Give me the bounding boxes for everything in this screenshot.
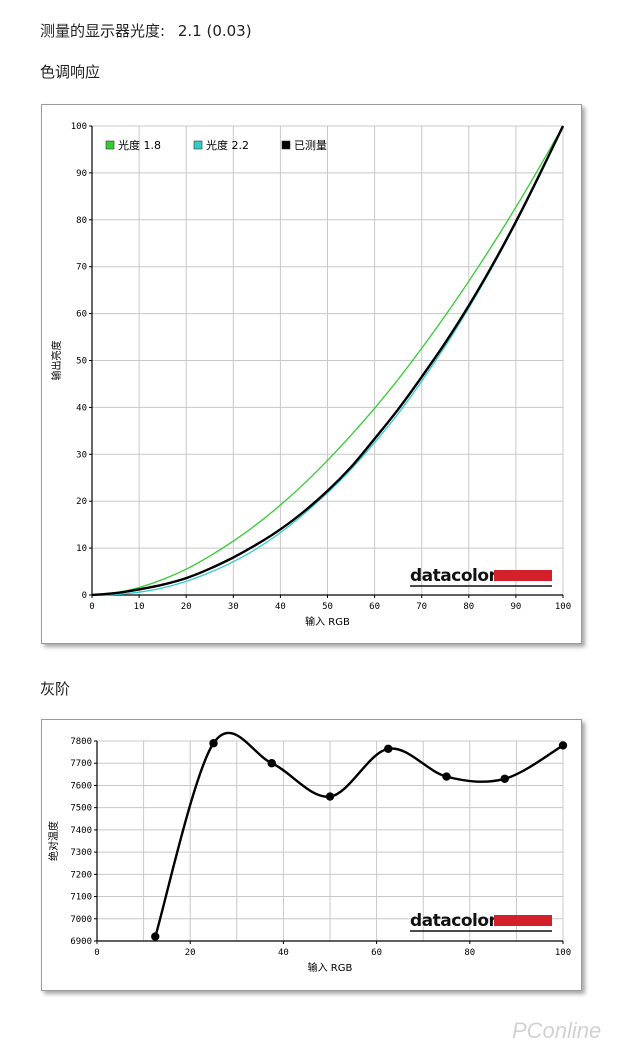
grayscale-title: 灰阶: [40, 680, 71, 698]
data-point: [442, 772, 451, 781]
x-tick-label: 10: [134, 602, 145, 612]
legend-swatch: [105, 140, 115, 150]
x-axis-title: 输入 RGB: [305, 615, 350, 628]
y-tick-label: 7100: [70, 893, 92, 903]
y-tick-label: 7700: [70, 759, 92, 769]
grayscale-chart: 0 20 40 60 80 100 6900 7000 7100 7200 7300 7400 7500…: [47, 731, 571, 974]
y-tick-label: 7500: [70, 804, 92, 814]
tone-response-chart-panel: 0 10 20 30 40 50 60 70 80 90 100 0 10 20 30 40 50 60 70 80 9…: [41, 104, 582, 644]
x-tick-label: 30: [228, 602, 239, 612]
data-point: [325, 792, 335, 801]
measured-gamma-label: 测量的显示器光度:: [40, 22, 166, 40]
tone-response-chart: 0 10 20 30 40 50 60 70 80 90 100 0 10 20 30 40 50 60 70 80 9…: [50, 122, 571, 628]
y-axis-title: 输出亮度: [50, 341, 63, 381]
x-tick-label: 80: [463, 602, 474, 612]
legend-label: 光度 2.2: [206, 138, 249, 152]
watermark-logo: PConline: [512, 1018, 602, 1043]
data-point: [384, 744, 393, 753]
x-tick-label: 80: [464, 948, 475, 958]
data-point: [267, 759, 276, 768]
grayscale-chart-panel: 0 20 40 60 80 100 6900 7000 7100 7200 7300 7400 7500…: [41, 719, 582, 991]
y-tick-label: 10: [76, 544, 87, 554]
x-tick-label: 60: [369, 602, 380, 612]
x-tick-label: 60: [371, 948, 382, 958]
x-tick-label: 70: [416, 602, 427, 612]
y-tick-label: 100: [71, 122, 87, 132]
y-tick-label: 7200: [70, 870, 92, 880]
y-tick-label: 50: [76, 357, 87, 367]
y-axis-title: 绝对温度: [47, 821, 60, 861]
y-tick-label: 60: [76, 310, 87, 320]
legend-swatch: [281, 140, 291, 150]
legend-swatch: [193, 140, 203, 150]
x-tick-label: 100: [555, 602, 571, 612]
y-tick-label: 90: [76, 169, 87, 179]
data-point: [151, 932, 160, 941]
x-tick-label: 90: [510, 602, 521, 612]
legend-label: 光度 1.8: [118, 138, 161, 152]
y-tick-label: 40: [76, 403, 87, 413]
x-tick-label: 0: [89, 602, 94, 612]
x-tick-label: 20: [185, 948, 196, 958]
y-tick-label: 70: [76, 263, 87, 273]
datacolor-logo-bar: [494, 915, 552, 926]
legend-label: 已测量: [294, 139, 327, 152]
datacolor-logo-text: datacolor: [410, 911, 498, 931]
y-tick-label: 20: [76, 497, 87, 507]
tone-response-title: 色调响应: [40, 63, 101, 81]
y-tick-label: 7400: [70, 826, 92, 836]
y-tick-label: 7600: [70, 781, 92, 791]
measured-gamma-line: 测量的显示器光度: 2.1 (0.03): [40, 20, 252, 41]
series-line-2: [91, 125, 565, 597]
x-axis-title: 输入 RGB: [308, 961, 353, 974]
y-tick-label: 7300: [70, 848, 92, 858]
y-tick-label: 7000: [70, 915, 92, 925]
x-tick-label: 0: [94, 948, 99, 958]
data-point: [500, 774, 509, 783]
y-tick-label: 6900: [70, 937, 92, 947]
data-point: [209, 739, 218, 748]
y-tick-label: 7800: [70, 737, 92, 747]
datacolor-logo: datacolor: [410, 566, 552, 587]
datacolor-logo: datacolor: [410, 911, 552, 932]
y-tick-label: 80: [76, 216, 87, 226]
y-tick-label: 30: [76, 450, 87, 460]
x-tick-label: 100: [555, 948, 571, 958]
measured-gamma-value: 2.1 (0.03): [177, 22, 252, 40]
datacolor-logo-bar: [494, 570, 552, 581]
x-tick-label: 40: [278, 948, 289, 958]
x-tick-label: 20: [181, 602, 192, 612]
data-point: [558, 741, 568, 750]
x-tick-label: 40: [275, 602, 286, 612]
x-tick-label: 50: [322, 602, 333, 612]
series-line-0: [91, 125, 564, 596]
y-tick-label: 0: [82, 591, 87, 601]
datacolor-logo-text: datacolor: [410, 566, 498, 586]
